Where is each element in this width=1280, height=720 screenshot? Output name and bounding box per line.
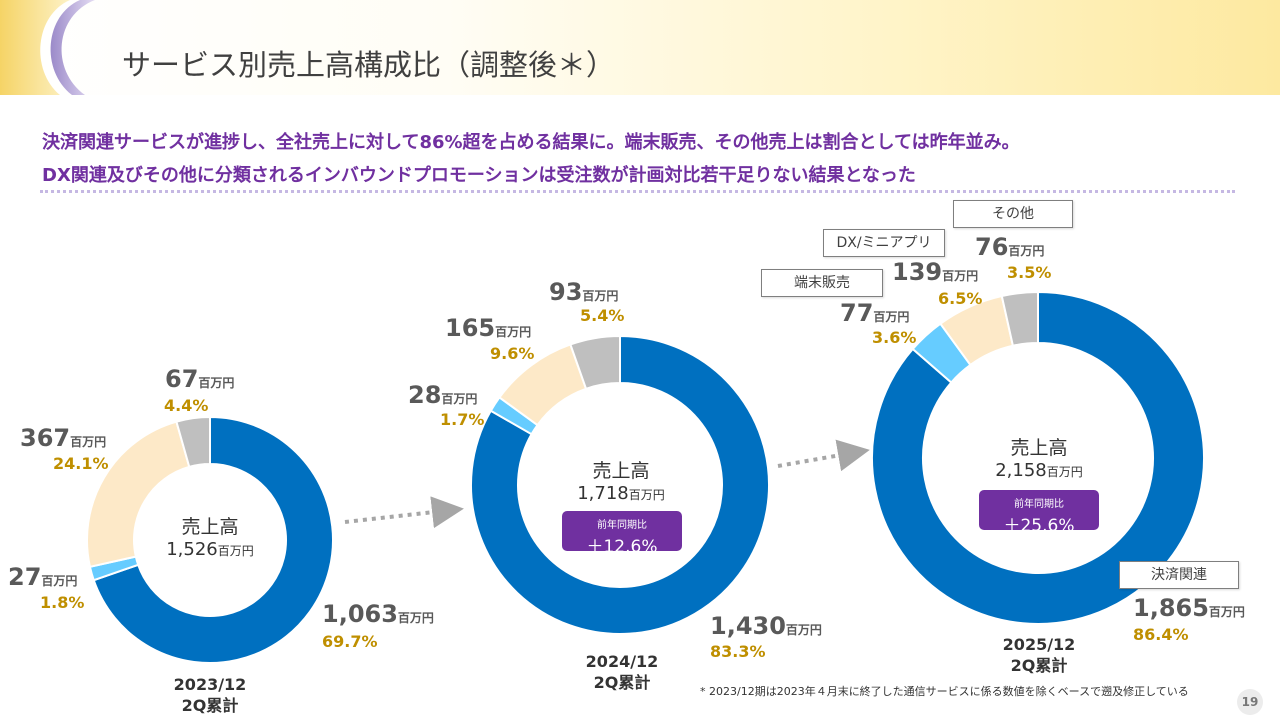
center-label-2025: 売上高 2,158百万円 — [969, 433, 1109, 481]
center-label-2024: 売上高 1,718百万円 — [551, 456, 691, 504]
donut-slice-other — [569, 334, 621, 391]
donut-slice-other — [175, 415, 211, 469]
pct-label-other-2025: 3.5% — [1007, 263, 1052, 282]
value-label-other-2025: 76百万円 — [975, 233, 1045, 261]
growth-value: ＋25.6% — [1003, 516, 1075, 536]
donut-slice-payment — [470, 334, 770, 635]
pct-label-terminal-2024: 1.7% — [440, 410, 485, 429]
donut-2025 — [871, 290, 1205, 625]
footnote: * 2023/12期は2023年４月末に終了した通信サービスに係る数値を除くベー… — [700, 685, 1189, 698]
pct-label-dx-2025: 6.5% — [938, 289, 983, 308]
growth-value: ＋12.6% — [586, 537, 658, 557]
growth-badge-2025: 前年同期比 ＋25.6% — [979, 490, 1099, 536]
pct-label-payment-2023: 69.7% — [322, 632, 378, 651]
pct-label-dx-2023: 24.1% — [53, 454, 109, 473]
total-unit: 百万円 — [217, 544, 254, 558]
center-label-2023: 売上高 1,526百万円 — [140, 512, 280, 560]
period-label-2024: 2024/12 2Q累計 — [585, 652, 659, 692]
value-label-payment-2024: 1,430百万円 — [710, 612, 822, 640]
header-decoration — [0, 0, 95, 95]
total-value: 1,718 — [577, 483, 629, 504]
arrow-1 — [344, 496, 464, 529]
callout-dx: DX/ミニアプリ — [823, 229, 945, 257]
page-title: サービス別売上高構成比（調整後＊） — [122, 48, 616, 82]
donut-slice-payment — [92, 415, 334, 664]
period-label-2025: 2025/12 2Q累計 — [1002, 635, 1076, 675]
total-unit: 百万円 — [628, 488, 665, 502]
callout-other: その他 — [953, 200, 1073, 228]
total-value: 1,526 — [166, 539, 218, 560]
value-label-dx-2023: 367百万円 — [20, 424, 107, 452]
center-title: 売上高 — [592, 460, 650, 482]
callout-terminal: 端末販売 — [761, 269, 883, 297]
pct-label-other-2023: 4.4% — [164, 396, 209, 415]
value-label-other-2023: 67百万円 — [165, 365, 235, 393]
arrow-2 — [777, 439, 870, 472]
value-label-terminal-2023: 27百万円 — [8, 563, 78, 591]
donut-2023 — [86, 415, 334, 664]
header-bar — [0, 0, 1280, 95]
page-number: 19 — [1237, 689, 1263, 715]
donut-slice-dx — [86, 420, 191, 569]
donut-slice-other — [1000, 290, 1039, 347]
donut-2024 — [470, 334, 770, 635]
value-label-dx-2025: 139百万円 — [892, 258, 979, 286]
pct-label-other-2024: 5.4% — [580, 306, 625, 325]
pct-label-terminal-2025: 3.6% — [872, 328, 917, 347]
value-label-terminal-2024: 28百万円 — [408, 381, 478, 409]
callout-payment: 決済関連 — [1119, 561, 1239, 589]
growth-badge-2024: 前年同期比 ＋12.6% — [562, 511, 682, 557]
growth-label: 前年同期比 — [1014, 499, 1064, 510]
value-label-payment-2023: 1,063百万円 — [322, 600, 434, 628]
pct-label-payment-2025: 86.4% — [1133, 625, 1189, 644]
pct-label-dx-2024: 9.6% — [490, 344, 535, 363]
value-label-other-2024: 93百万円 — [549, 278, 619, 306]
period-label-2023: 2023/12 2Q累計 — [173, 675, 247, 715]
value-label-dx-2024: 165百万円 — [445, 314, 532, 342]
pct-label-payment-2024: 83.3% — [710, 642, 766, 661]
center-title: 売上高 — [181, 516, 239, 538]
divider — [40, 190, 1235, 193]
donut-slice-payment — [871, 290, 1205, 625]
total-value: 2,158 — [995, 460, 1047, 481]
pct-label-terminal-2023: 1.8% — [40, 593, 85, 612]
center-title: 売上高 — [1010, 437, 1068, 459]
value-label-terminal-2025: 77百万円 — [840, 299, 910, 327]
headline-line-2: DX関連及びその他に分類されるインバウンドプロモーションは受注数が計画対比若干足… — [42, 165, 916, 186]
total-unit: 百万円 — [1046, 465, 1083, 479]
growth-label: 前年同期比 — [597, 520, 647, 531]
value-label-payment-2025: 1,865百万円 — [1133, 594, 1245, 622]
headline-line-1: 決済関連サービスが進捗し、全社売上に対して86%超を占める結果に。端末販売、その… — [42, 132, 1020, 153]
